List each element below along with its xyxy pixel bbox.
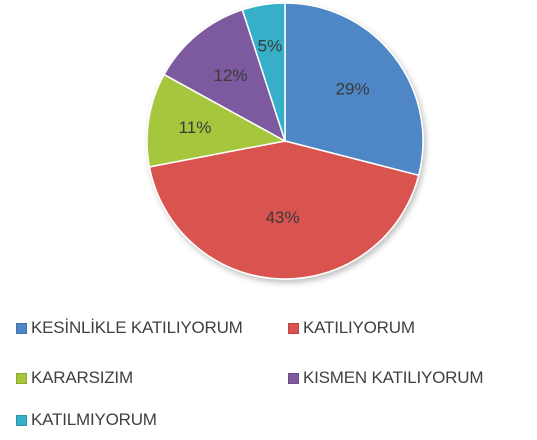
slice-percentage-label: 43% xyxy=(266,208,300,227)
legend-swatch xyxy=(16,322,27,334)
legend-item-katilmiyorum: KATILMIYORUM xyxy=(16,410,157,430)
pie-plot: 29% 43% 11% 12% 5% xyxy=(146,2,424,280)
legend-swatch xyxy=(288,322,299,334)
legend-item-kesinlikle-katiliyorum: KESİNLİKLE KATILIYORUM xyxy=(16,318,243,338)
pie-slice xyxy=(284,2,424,177)
legend-item-katiliyorum: KATILIYORUM xyxy=(288,318,415,338)
legend-swatch xyxy=(16,414,27,426)
legend-swatch xyxy=(16,372,27,384)
legend-label: KISMEN KATILIYORUM xyxy=(303,368,484,387)
slice-percentage-label: 5% xyxy=(258,37,283,56)
legend-label: KESİNLİKLE KATILIYORUM xyxy=(31,318,243,337)
pie-slice xyxy=(148,140,420,280)
pie-slice xyxy=(146,73,288,168)
legend-label: KARARSIZIM xyxy=(31,368,133,387)
slice-percentage-label: 12% xyxy=(213,66,247,85)
slice-percentage-label: 29% xyxy=(336,80,370,99)
slice-percentage-label: 11% xyxy=(179,118,212,137)
legend-item-kararsizim: KARARSIZIM xyxy=(16,368,133,388)
pie-slice xyxy=(163,8,287,143)
legend-label: KATILIYORUM xyxy=(303,318,415,337)
legend-item-kismen-katiliyorum: KISMEN KATILIYORUM xyxy=(288,368,483,388)
pie-slice xyxy=(241,2,286,142)
legend-swatch xyxy=(288,372,299,384)
legend-label: KATILMIYORUM xyxy=(31,410,157,429)
